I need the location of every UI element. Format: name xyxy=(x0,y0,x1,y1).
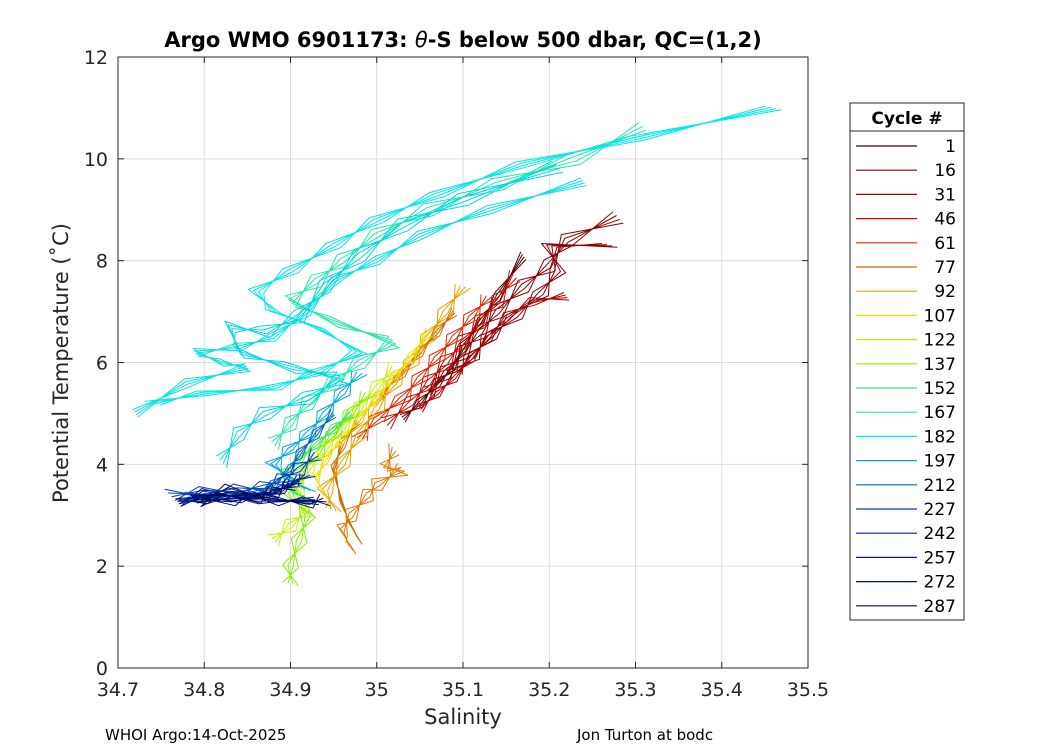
legend-label: 197 xyxy=(924,452,956,472)
footer-author: Jon Turton at bodc xyxy=(577,726,714,744)
x-tick-label: 35.4 xyxy=(701,679,743,701)
series-line-227-241 xyxy=(171,455,319,498)
series-line-31-45 xyxy=(422,292,565,413)
series-line-182-196b xyxy=(134,180,584,413)
x-tick-label: 35.5 xyxy=(787,679,829,701)
x-tick-label: 35.3 xyxy=(614,679,656,701)
legend-label: 122 xyxy=(924,331,956,351)
series-line-107-121 xyxy=(315,332,430,497)
y-tick-label: 12 xyxy=(84,47,108,69)
footer-source: WHOI Argo:14-Oct-2025 xyxy=(105,726,287,744)
x-tick-label: 35.1 xyxy=(442,679,484,701)
legend-label: 31 xyxy=(934,185,956,205)
series-line-182-196 xyxy=(149,106,772,404)
x-tick-label: 34.9 xyxy=(269,679,311,701)
series-line-272-287 xyxy=(200,483,331,508)
series-line-272-287 xyxy=(196,486,327,504)
legend-label: 61 xyxy=(934,234,956,254)
series-line-182-196c xyxy=(216,160,553,457)
x-axis-label: Salinity xyxy=(424,705,502,729)
legend-label: 92 xyxy=(934,282,956,302)
legend-title: Cycle # xyxy=(871,109,942,129)
legend-entries: 1 16 31 46 61 77 92 107 122 137 152 167 182 197 212 227… xyxy=(856,137,956,617)
legend-label: 152 xyxy=(924,379,956,399)
y-tick-label: 2 xyxy=(96,556,108,578)
y-tick-label: 0 xyxy=(96,658,108,680)
series-line-182-196b xyxy=(132,177,582,411)
y-tick-label: 4 xyxy=(96,454,108,476)
legend-label: 257 xyxy=(924,548,956,568)
series-line-92-106 xyxy=(316,284,456,513)
legend-label: 77 xyxy=(934,258,956,278)
series-line-182-196c xyxy=(224,171,564,468)
series-line-182-196 xyxy=(144,105,766,402)
series-line-107-121 xyxy=(318,327,427,492)
series-line-182-196c xyxy=(219,164,557,461)
series-line-16-30 xyxy=(429,218,621,396)
series-line-182-196b xyxy=(137,185,587,418)
series-line-272-287 xyxy=(189,478,321,509)
legend-label: 107 xyxy=(924,306,956,326)
legend-label: 242 xyxy=(924,524,956,544)
x-axis-ticks: 34.7 34.8 34.9 35 35.1 35.2 35.3 35.4 35.5 xyxy=(97,57,829,701)
y-axis-label: Potential Temperature (˚C) xyxy=(49,223,73,503)
legend-label: 287 xyxy=(924,597,956,617)
series-line-182-196 xyxy=(160,109,782,406)
series-line-182-196b xyxy=(135,182,585,416)
legend-label: 182 xyxy=(924,427,956,447)
legend-label: 272 xyxy=(924,573,956,593)
series-line-137-151 xyxy=(282,391,361,587)
series-line-77-91b xyxy=(336,443,398,555)
series-line-122-136 xyxy=(277,361,390,547)
series-line-61-76 xyxy=(366,294,482,441)
x-tick-label: 34.8 xyxy=(183,679,225,701)
legend-label: 212 xyxy=(924,476,956,496)
series-line-182-196c xyxy=(222,167,560,464)
legend-label: 137 xyxy=(924,355,956,375)
series-line-167-181 xyxy=(277,133,650,450)
legend-label: 1 xyxy=(945,137,956,157)
plot-area: 34.7 34.8 34.9 35 35.1 35.2 35.3 35.4 35.5 0 2 4 6 8… xyxy=(84,47,829,701)
x-tick-label: 35.2 xyxy=(528,679,570,701)
series-line-107-121 xyxy=(313,335,432,499)
x-tick-label: 35 xyxy=(365,679,389,701)
series-line-227-241 xyxy=(174,459,322,502)
series-layer xyxy=(132,105,782,587)
legend-label: 46 xyxy=(934,210,956,230)
y-tick-label: 6 xyxy=(96,353,108,375)
y-tick-label: 10 xyxy=(84,149,108,171)
legend-label: 227 xyxy=(924,500,956,520)
legend: Cycle # 11631466177921071221371521671821… xyxy=(849,102,965,621)
y-tick-label: 8 xyxy=(96,251,108,273)
chart-title: Argo WMO 6901173: θ-S below 500 dbar, QC… xyxy=(164,28,761,52)
legend-label: 167 xyxy=(924,403,956,423)
series-line-107-121 xyxy=(316,330,429,494)
x-tick-label: 34.7 xyxy=(97,679,139,701)
legend-label: 16 xyxy=(934,161,956,181)
series-line-182-196 xyxy=(154,108,777,405)
legend-box xyxy=(849,102,965,621)
y-axis-ticks: 0 2 4 6 8 10 12 xyxy=(84,47,808,680)
series-line-1-15 xyxy=(404,251,522,423)
